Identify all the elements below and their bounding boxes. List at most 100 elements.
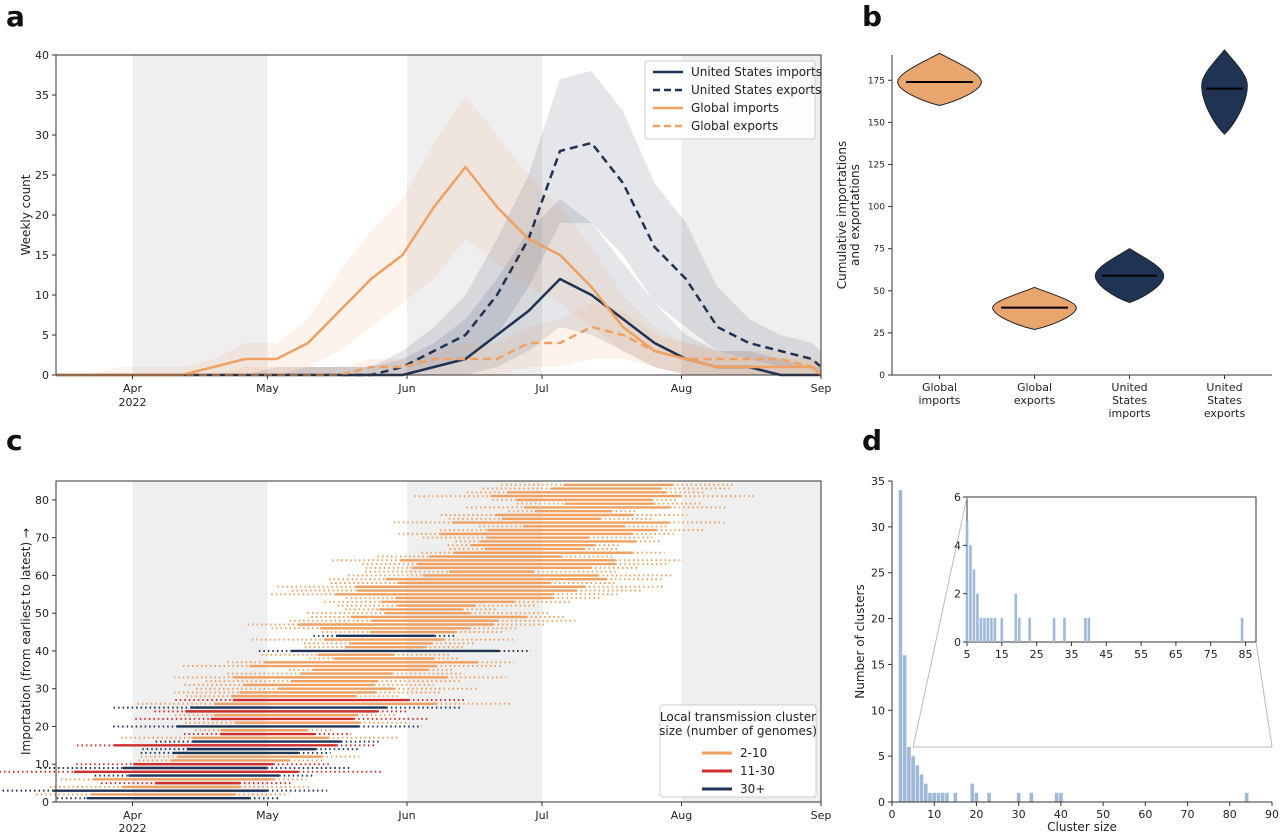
histogram-bar-7 [928, 792, 932, 802]
x-tick-label: Apr [123, 382, 143, 395]
inset-bar-16 [1087, 617, 1091, 642]
legend-entry-1: United States exports [691, 83, 821, 97]
confidence-band-3 [56, 303, 821, 375]
y-tick-label: 20 [871, 613, 885, 626]
y-tick-label: 20 [35, 720, 49, 733]
histogram-bar-5 [919, 774, 924, 802]
y-tick-label: 25 [871, 567, 885, 580]
y-tick-label: 0 [42, 369, 49, 382]
y-tick-label: 40 [35, 49, 49, 62]
x-tick-sublabel: 2022 [119, 396, 147, 409]
violin-0 [897, 52, 982, 107]
inset-bar-1 [969, 545, 972, 642]
plot-frame [55, 480, 822, 803]
histogram-bar-16 [1016, 792, 1021, 802]
inset-bar-17 [1240, 617, 1244, 642]
inset-x-tick-label: 85 [1239, 648, 1253, 661]
x-tick-label: 60 [1138, 808, 1152, 821]
inset-bar-5 [983, 617, 986, 642]
x-tick-label: 10 [927, 808, 941, 821]
x-category-label: United States exports [1204, 381, 1246, 420]
histogram-bar-10 [940, 792, 945, 802]
histogram-bar-17 [1029, 792, 1034, 802]
y-axis-label: Importation (from earliest to latest) → [19, 528, 33, 755]
x-category-label: Global imports [918, 381, 960, 407]
y-tick-label: 80 [35, 494, 49, 507]
y-tick-label: 40 [35, 645, 49, 658]
panel-letter-d: d [862, 424, 882, 457]
panel-b-violin-chart: 0 25 50 75 100 125 150 175 Global imports Global ex… [835, 49, 1272, 420]
x-tick-label: May [256, 382, 279, 395]
y-axis-label: Weekly count [19, 174, 33, 255]
y-tick-label: 70 [35, 532, 49, 545]
legend-box [659, 704, 817, 798]
histogram-bar-9 [936, 792, 941, 802]
inset-bar-4 [979, 617, 983, 642]
y-tick-label: 20 [35, 209, 49, 222]
x-tick-label: Apr [123, 809, 143, 822]
y-tick-label: 50 [35, 607, 49, 620]
x-tick-label: 80 [1223, 808, 1237, 821]
inset-connector [1255, 641, 1273, 748]
y-axis-label: Cumulative importationsand exportations [835, 141, 862, 290]
x-tick-label: 40 [1054, 808, 1068, 821]
histogram-bar-4 [915, 765, 920, 802]
histogram-bar-3 [911, 756, 915, 802]
y-tick-label: 75 [874, 245, 885, 255]
y-tick-label: 30 [871, 521, 885, 534]
y-tick-label: 25 [35, 169, 49, 182]
histogram-bar-6 [923, 783, 928, 802]
x-tick-label: Aug [671, 809, 692, 822]
histogram-bar-14 [974, 792, 979, 802]
x-tick-sublabel: 2022 [119, 822, 147, 833]
inset-bar-0 [965, 521, 969, 642]
x-tick-label: Sep [811, 809, 832, 822]
y-tick-label: 30 [35, 683, 49, 696]
y-tick-label: 10 [35, 758, 49, 771]
inset-x-tick-label: 25 [1030, 648, 1044, 661]
y-tick-label: 10 [871, 704, 885, 717]
legend-entry-3: Global exports [691, 119, 778, 133]
x-tick-label: 70 [1181, 808, 1195, 821]
x-tick-label: 50 [1096, 808, 1110, 821]
inset-bar-15 [1084, 617, 1087, 642]
y-tick-label: 5 [42, 329, 49, 342]
confidence-band-2 [56, 95, 821, 375]
legend-title: Local transmission cluster size (number o… [659, 710, 817, 738]
y-tick-label: 60 [35, 569, 49, 582]
x-tick-label: 20 [969, 808, 983, 821]
violin-3 [1201, 49, 1248, 135]
legend-box [644, 60, 816, 140]
inset-bar-9 [1000, 617, 1004, 642]
inset-bar-6 [986, 617, 990, 642]
y-tick-label: 35 [35, 89, 49, 102]
y-tick-label: 10 [35, 289, 49, 302]
inset-bar-11 [1017, 617, 1021, 642]
y-tick-label: 175 [868, 76, 885, 86]
inset-x-tick-label: 65 [1169, 648, 1183, 661]
y-tick-label: 15 [35, 249, 49, 262]
legend-entry-2: Global imports [691, 101, 779, 115]
x-axis-label: Cluster size [1047, 820, 1117, 833]
y-tick-label: 35 [871, 475, 885, 488]
x-tick-label: Jun [397, 382, 415, 395]
legend-entry-1: 11-30 [740, 764, 775, 778]
inset-y-tick-label: 4 [954, 539, 961, 552]
x-category-label: United States imports [1108, 381, 1150, 420]
histogram-bar-15 [987, 792, 991, 802]
x-tick-label: May [256, 809, 279, 822]
y-tick-label: 30 [35, 129, 49, 142]
inset-connector [912, 496, 968, 748]
inset-x-tick-label: 45 [1099, 648, 1113, 661]
shaded-month-0 [132, 55, 268, 375]
confidence-band-1 [56, 71, 821, 375]
y-tick-label: 0 [42, 796, 49, 809]
x-tick-label: Jul [534, 809, 548, 822]
histogram-bar-13 [970, 783, 975, 802]
inset-y-tick-label: 0 [954, 636, 961, 649]
x-tick-label: Aug [671, 382, 692, 395]
x-tick-label: 30 [1012, 808, 1026, 821]
inset-bar-3 [976, 593, 979, 642]
inset-y-tick-label: 6 [954, 491, 961, 504]
